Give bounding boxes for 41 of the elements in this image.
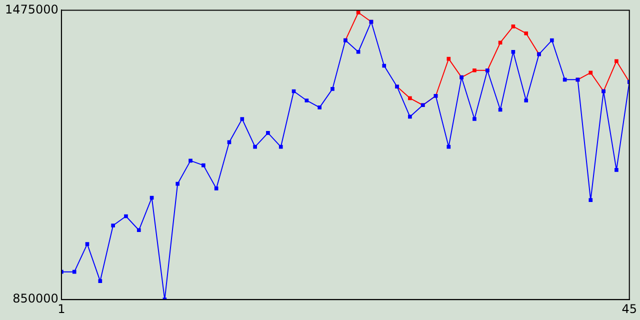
x-tick-label: 1 xyxy=(58,302,66,316)
point xyxy=(124,214,128,218)
point xyxy=(446,144,451,149)
point xyxy=(614,168,618,172)
point xyxy=(278,144,283,149)
point xyxy=(382,64,386,68)
point xyxy=(472,117,476,121)
point xyxy=(408,96,412,100)
point xyxy=(511,50,516,54)
point xyxy=(562,78,567,82)
point xyxy=(614,59,618,64)
point xyxy=(524,98,528,102)
point xyxy=(524,31,528,36)
point xyxy=(111,224,115,228)
point xyxy=(550,38,554,42)
point xyxy=(356,10,360,14)
point xyxy=(202,163,206,168)
point xyxy=(511,24,516,28)
point xyxy=(176,182,180,186)
point xyxy=(304,98,309,102)
point xyxy=(472,68,476,72)
point xyxy=(330,87,334,91)
point xyxy=(253,144,257,149)
y-tick-label: 1475000 xyxy=(4,2,58,16)
point xyxy=(356,50,360,54)
point xyxy=(240,117,244,121)
point xyxy=(188,158,192,163)
point xyxy=(446,56,451,61)
point xyxy=(408,114,412,119)
point xyxy=(588,70,593,75)
x-tick-label: 45 xyxy=(622,302,638,316)
point xyxy=(72,270,76,274)
point xyxy=(136,228,141,232)
y-tick-label: 850000 xyxy=(12,292,58,306)
point xyxy=(318,106,322,110)
point xyxy=(588,198,593,202)
point xyxy=(85,242,90,246)
point xyxy=(214,186,218,190)
point xyxy=(98,279,102,283)
point xyxy=(266,130,270,135)
point xyxy=(498,40,502,45)
